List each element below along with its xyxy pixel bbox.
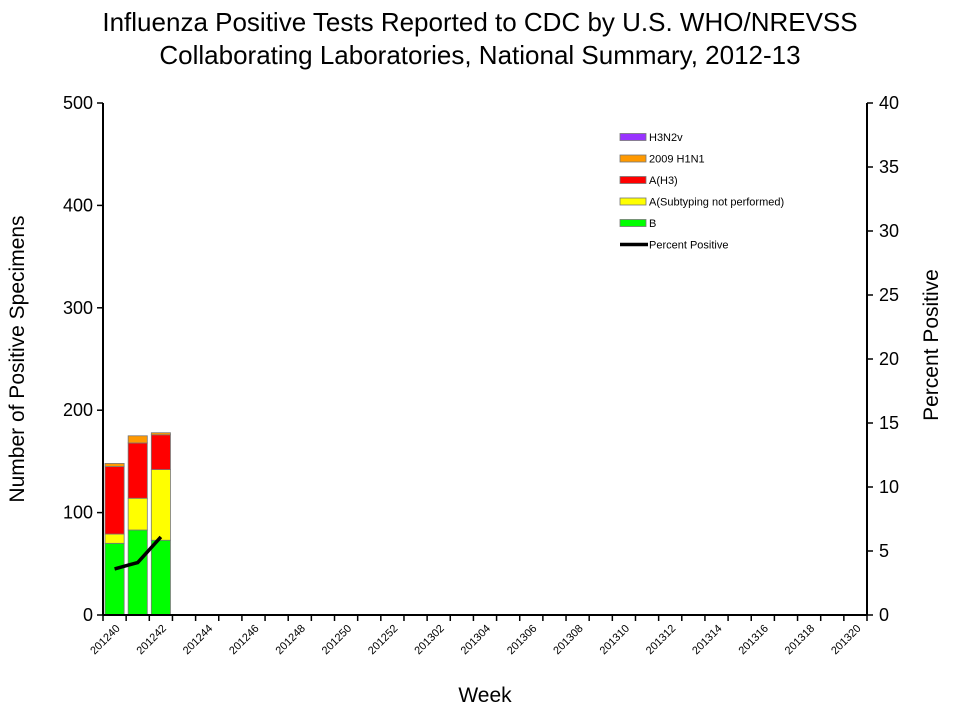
x-tick-label: 201250 (320, 623, 354, 657)
x-tick-label: 201244 (181, 623, 215, 657)
x-tick-label: 201240 (88, 623, 122, 657)
legend-label: 2009 H1N1 (649, 154, 705, 166)
x-tick-label: 201248 (273, 623, 307, 657)
x-axis-label: Week (458, 684, 512, 707)
y2-tick-label: 15 (879, 413, 899, 433)
percent-positive-line (114, 535, 163, 571)
bar-2009-h1n1 (150, 432, 171, 436)
y2-tick-label: 25 (879, 285, 899, 305)
x-tick-label: 201242 (135, 623, 169, 657)
title-line-2: Collaborating Laboratories, National Sum… (159, 40, 801, 70)
y-tick-label: 200 (63, 400, 93, 420)
legend-label: A(Subtyping not performed) (649, 197, 784, 209)
bar-a-h3- (104, 466, 125, 535)
x-tick-label: 201252 (366, 623, 400, 657)
bar-b (127, 529, 148, 616)
legend-label: Percent Positive (649, 240, 728, 252)
y-tick-label: 0 (83, 605, 93, 625)
y2-tick-label: 35 (879, 157, 899, 177)
bar-b (104, 542, 125, 616)
x-tick-label: 201316 (736, 623, 770, 657)
legend-swatch (619, 154, 647, 163)
bar-2009-h1n1 (127, 435, 148, 444)
legend-label: A(H3) (649, 175, 678, 187)
y2-tick-label: 20 (879, 349, 899, 369)
x-tick-label: 201308 (551, 623, 585, 657)
x-tick-label: 201304 (459, 623, 493, 657)
legend-swatch (619, 219, 647, 227)
y2-tick-label: 10 (879, 477, 899, 497)
y-tick-label: 400 (63, 195, 93, 215)
bar-a-subtyping-not-performed- (104, 533, 125, 544)
chart-title: Influenza Positive Tests Reported to CDC… (0, 6, 960, 72)
y-tick-label: 500 (63, 93, 93, 113)
y2-tick-label: 30 (879, 221, 899, 241)
legend-swatch (619, 133, 647, 141)
x-tick-label: 201320 (829, 623, 863, 657)
legend-label: B (649, 218, 656, 230)
bar-b (150, 539, 171, 616)
bar-a-subtyping-not-performed- (127, 497, 148, 531)
y-tick-label: 300 (63, 298, 93, 318)
bar-a-h3- (127, 442, 148, 499)
bar-a-subtyping-not-performed- (150, 469, 171, 541)
bar-a-h3- (150, 434, 171, 470)
x-tick-label: 201312 (644, 623, 678, 657)
y2-tick-label: 40 (879, 93, 899, 113)
legend-swatch (619, 197, 647, 206)
legend-swatch (619, 176, 647, 184)
y2-tick-label: 0 (879, 605, 889, 625)
y2-tick-label: 5 (879, 541, 889, 561)
x-tick-label: 201314 (690, 623, 724, 657)
x-tick-label: 201310 (598, 623, 632, 657)
bar-2009-h1n1 (104, 463, 125, 467)
x-tick-label: 201318 (783, 623, 817, 657)
y-axis-label: Number of Positive Specimens (6, 215, 29, 502)
y2-axis-label: Percent Positive (920, 269, 943, 421)
legend-label: H3N2v (649, 132, 683, 144)
x-tick-label: 201302 (412, 623, 446, 657)
x-tick-label: 201306 (505, 623, 539, 657)
y-tick-label: 100 (63, 503, 93, 523)
title-line-1: Influenza Positive Tests Reported to CDC… (102, 7, 858, 37)
x-tick-label: 201246 (227, 623, 261, 657)
